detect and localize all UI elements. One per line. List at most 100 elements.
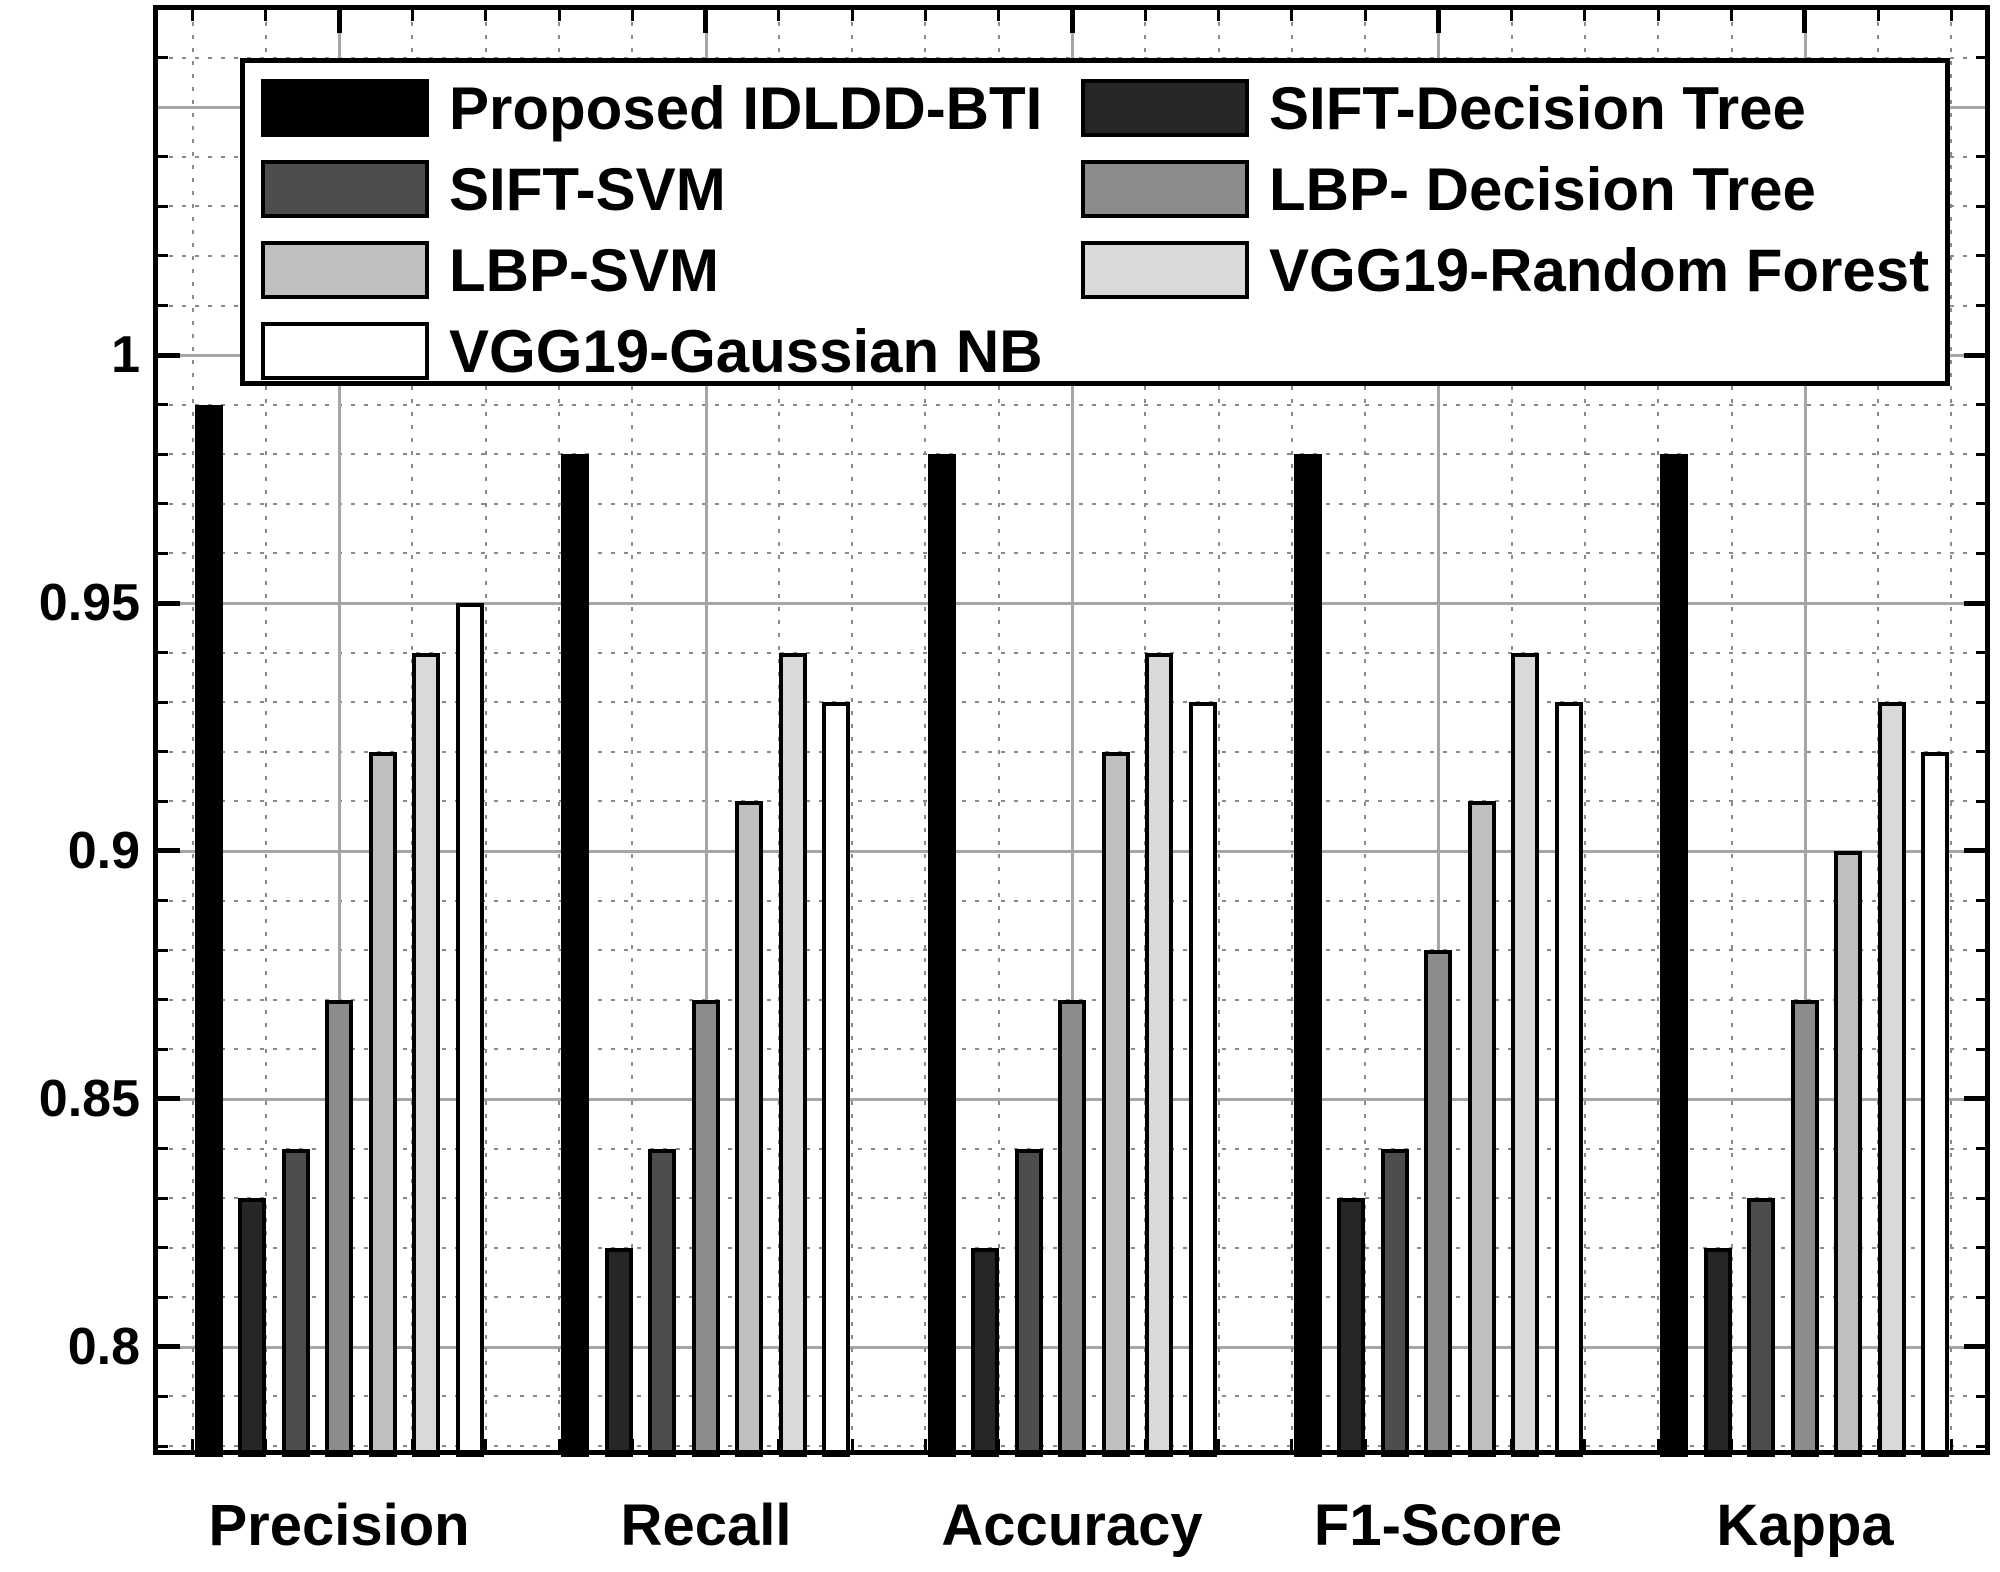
gridline-minor-v [1950, 9, 1952, 1453]
tick-minor-left [156, 1246, 168, 1249]
tick-minor-right [1976, 750, 1988, 753]
bar-VGG19-Random-Forest-Precision [412, 653, 440, 1457]
tick-minor-right [1976, 800, 1988, 803]
x-category-label-recall: Recall [620, 1493, 792, 1558]
tick-minor-left [156, 1395, 168, 1398]
tick-minor-left [156, 998, 168, 1001]
bar-VGG19-Gaussian-NB-Recall [822, 702, 850, 1457]
tick-minor-left [156, 502, 168, 505]
tick-minor-bottom [1217, 1439, 1220, 1451]
tick-minor-right [1976, 998, 1988, 1001]
bar-LBP-Decision-Tree-Accuracy [1058, 1000, 1086, 1457]
tick-minor-right [1976, 254, 1988, 257]
tick-minor-right [1976, 1048, 1988, 1051]
tick-minor-top [1217, 9, 1220, 21]
bar-SIFT-SVM-Precision [282, 1149, 310, 1457]
legend-swatch [261, 322, 429, 380]
tick-major-right [1964, 1096, 1988, 1101]
x-category-label-precision: Precision [208, 1493, 470, 1558]
y-tick-label: 0.95 [38, 574, 140, 632]
tick-minor-top [851, 9, 854, 21]
tick-major-right [1964, 601, 1988, 606]
y-tick-label: 0.85 [38, 1070, 140, 1128]
tick-major-top [1802, 9, 1807, 33]
tick-minor-left [156, 453, 168, 456]
tick-minor-right [1976, 205, 1988, 208]
tick-minor-right [1976, 1445, 1988, 1448]
tick-minor-top [924, 9, 927, 21]
gridline-minor-v [192, 9, 194, 1453]
gridline-major-v [705, 9, 708, 1453]
x-category-label-accuracy: Accuracy [941, 1493, 1203, 1558]
gridline-minor-v [265, 9, 267, 1453]
gridline-minor-v [851, 9, 853, 1453]
tick-major-top [337, 9, 342, 33]
bar-SIFT-SVM-Kappa [1747, 1198, 1775, 1457]
tick-minor-bottom [1364, 1439, 1367, 1451]
legend-label: VGG19-Gaussian NB [449, 317, 1043, 385]
tick-minor-left [156, 651, 168, 654]
tick-minor-top [1510, 9, 1513, 21]
gridline-minor-v [1657, 9, 1659, 1453]
bar-VGG19-Random-Forest-Recall [779, 653, 807, 1457]
tick-minor-right [1976, 1197, 1988, 1200]
tick-minor-bottom [1657, 1439, 1660, 1451]
tick-minor-right [1976, 899, 1988, 902]
tick-minor-left [156, 403, 168, 406]
tick-major-left [156, 1096, 180, 1101]
gridline-minor-v [1584, 9, 1586, 1453]
legend-swatch [261, 79, 429, 137]
tick-minor-top [1950, 9, 1953, 21]
gridline-major-v [1071, 9, 1074, 1453]
bar-Proposed-IDLDD-BTI-Accuracy [928, 454, 956, 1457]
tick-major-top [1436, 9, 1441, 33]
legend-label: Proposed IDLDD-BTI [449, 74, 1043, 142]
tick-minor-top [191, 9, 194, 21]
bar-LBP-SVM-Kappa [1834, 851, 1862, 1457]
bar-LBP-SVM-Accuracy [1102, 752, 1130, 1457]
bar-Proposed-IDLDD-BTI-F1-Score [1294, 454, 1322, 1457]
plot-border [153, 5, 1990, 1455]
tick-minor-bottom [924, 1439, 927, 1451]
legend-item: Proposed IDLDD-BTI [261, 74, 1043, 142]
tick-minor-right [1976, 1296, 1988, 1299]
bar-LBP-SVM-Recall [735, 801, 763, 1457]
tick-minor-bottom [484, 1439, 487, 1451]
bar-SIFT-Decision-Tree-Precision [238, 1198, 266, 1457]
bar-SIFT-SVM-F1-Score [1381, 1149, 1409, 1457]
tick-minor-left [156, 155, 168, 158]
tick-minor-right [1976, 552, 1988, 555]
tick-minor-right [1976, 453, 1988, 456]
tick-minor-left [156, 701, 168, 704]
tick-major-right [1964, 848, 1988, 853]
gridline-minor-v [485, 9, 487, 1453]
tick-minor-top [1657, 9, 1660, 21]
tick-minor-right [1976, 56, 1988, 59]
gridline-major-v [1804, 9, 1807, 1453]
gridline-minor-v [998, 9, 1000, 1453]
tick-minor-right [1976, 701, 1988, 704]
tick-minor-top [558, 9, 561, 21]
gridline-minor-v [631, 9, 633, 1453]
bar-SIFT-Decision-Tree-F1-Score [1337, 1198, 1365, 1457]
gridline-minor-v [1731, 9, 1733, 1453]
tick-minor-right [1976, 155, 1988, 158]
tick-minor-top [484, 9, 487, 21]
bar-LBP-Decision-Tree-Precision [325, 1000, 353, 1457]
bar-SIFT-SVM-Recall [648, 1149, 676, 1457]
tick-major-top [703, 9, 708, 33]
legend-label: SIFT-Decision Tree [1269, 74, 1806, 142]
legend-label: LBP- Decision Tree [1269, 155, 1816, 223]
tick-minor-left [156, 1048, 168, 1051]
legend-item: LBP- Decision Tree [1081, 155, 1816, 223]
bar-VGG19-Random-Forest-Kappa [1878, 702, 1906, 1457]
bar-LBP-Decision-Tree-F1-Score [1424, 950, 1452, 1457]
legend-swatch [1081, 241, 1249, 299]
bar-VGG19-Random-Forest-Accuracy [1145, 653, 1173, 1457]
tick-minor-left [156, 56, 168, 59]
tick-minor-top [1144, 9, 1147, 21]
legend-swatch [1081, 79, 1249, 137]
tick-minor-left [156, 899, 168, 902]
